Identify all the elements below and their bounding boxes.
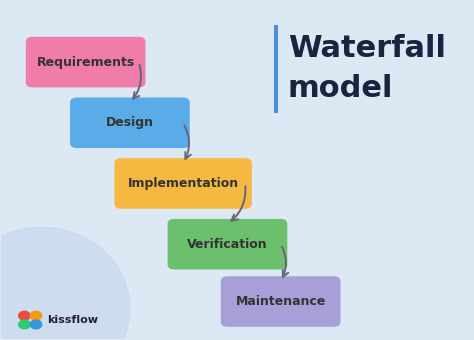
Text: Requirements: Requirements (36, 55, 135, 69)
Polygon shape (0, 227, 130, 340)
Text: Design: Design (106, 116, 154, 129)
Circle shape (18, 311, 30, 320)
Text: Implementation: Implementation (128, 177, 239, 190)
FancyBboxPatch shape (114, 158, 252, 209)
Circle shape (18, 320, 30, 329)
FancyBboxPatch shape (26, 37, 146, 87)
Text: Verification: Verification (187, 238, 268, 251)
Text: Waterfall: Waterfall (288, 34, 446, 63)
FancyBboxPatch shape (221, 276, 340, 327)
FancyBboxPatch shape (168, 219, 287, 270)
Circle shape (30, 320, 42, 329)
FancyBboxPatch shape (70, 98, 190, 148)
Text: kissflow: kissflow (47, 315, 98, 325)
Text: Maintenance: Maintenance (236, 295, 326, 308)
FancyBboxPatch shape (274, 25, 278, 113)
Text: model: model (288, 74, 393, 103)
Circle shape (30, 311, 42, 320)
